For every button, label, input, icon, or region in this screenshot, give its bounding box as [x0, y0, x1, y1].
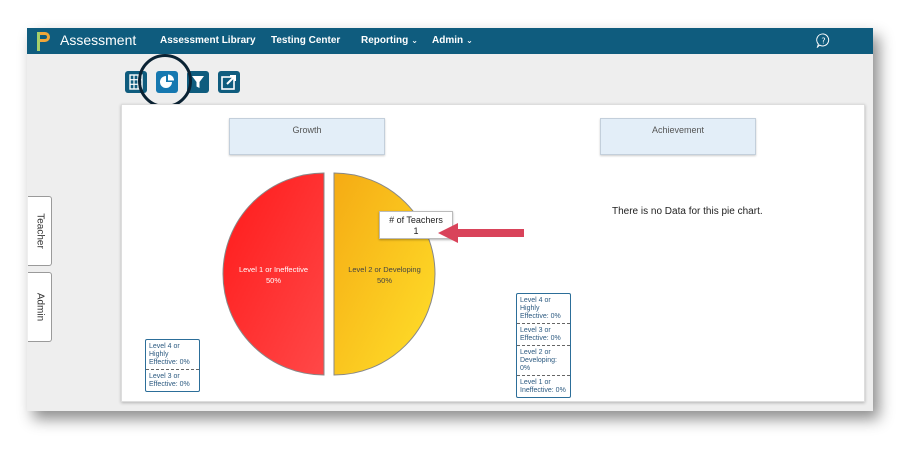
- annotation-arrow-icon: [438, 223, 524, 243]
- chevron-down-icon: ⌄: [411, 36, 418, 45]
- achievement-chart-title: Achievement: [600, 118, 756, 155]
- growth-pie-chart: Level 1 or Ineffective 50% Level 2 or De…: [222, 172, 436, 376]
- nav-label: Assessment Library: [160, 35, 256, 46]
- side-tab-label: Admin: [34, 292, 45, 322]
- achievement-legend: Level 4 or Highly Effective: 0% Level 3 …: [516, 293, 571, 398]
- growth-chart-title: Growth: [229, 118, 385, 155]
- help-icon[interactable]: ?: [816, 33, 831, 48]
- nav-label: Testing Center: [271, 35, 341, 46]
- top-navbar: Assessment Assessment Library Testing Ce…: [27, 28, 873, 54]
- highlight-circle: [138, 54, 192, 108]
- slice-label: Level 2 or Developing: [348, 265, 421, 274]
- export-button[interactable]: [218, 71, 240, 93]
- legend-entry: Level 4 or Highly Effective: 0%: [149, 343, 190, 366]
- legend-entry: Level 3 or Effective: 0%: [517, 323, 570, 345]
- legend-entry: Level 3 or Effective: 0%: [146, 369, 199, 391]
- chevron-down-icon: ⌄: [466, 36, 473, 45]
- legend-entry: Level 4 or Highly Effective: 0%: [520, 297, 561, 320]
- nav-assessment-library[interactable]: Assessment Library: [160, 35, 256, 46]
- legend-entry: Level 2 or Developing: 0%: [517, 345, 570, 375]
- legend-entry: Level 1 or Ineffective: 0%: [517, 375, 570, 397]
- nav-admin[interactable]: Admin ⌄: [432, 35, 473, 46]
- filter-button[interactable]: [187, 71, 209, 93]
- slice-label: Level 1 or Ineffective: [239, 265, 308, 274]
- tooltip-value: 1: [413, 226, 419, 236]
- nav-reporting[interactable]: Reporting ⌄: [361, 35, 418, 46]
- slice-percent: 50%: [377, 276, 392, 285]
- nav-testing-center[interactable]: Testing Center: [271, 35, 340, 46]
- pie-slice-1[interactable]: [222, 172, 325, 376]
- app-window: Assessment Assessment Library Testing Ce…: [27, 28, 873, 411]
- svg-text:?: ?: [821, 37, 825, 46]
- chart-panel: Growth Achievement Level 1 or Ineffectiv…: [121, 104, 865, 402]
- tooltip-label: # of Teachers: [389, 215, 443, 225]
- filter-icon: [192, 76, 204, 88]
- growth-legend: Level 4 or Highly Effective: 0% Level 3 …: [145, 339, 200, 392]
- slice-percent: 50%: [266, 276, 281, 285]
- pie-slice-2[interactable]: [333, 172, 436, 376]
- nav-label: Reporting: [361, 35, 409, 46]
- nav-label: Admin: [432, 35, 464, 46]
- side-tab-label: Teacher: [34, 213, 45, 249]
- app-title: Assessment: [60, 32, 137, 48]
- export-icon: [221, 75, 236, 90]
- brand-logo-icon: [37, 32, 50, 51]
- no-data-message: There is no Data for this pie chart.: [612, 206, 763, 217]
- side-tab-admin[interactable]: Admin: [28, 272, 52, 342]
- side-tab-teacher[interactable]: Teacher: [28, 196, 52, 266]
